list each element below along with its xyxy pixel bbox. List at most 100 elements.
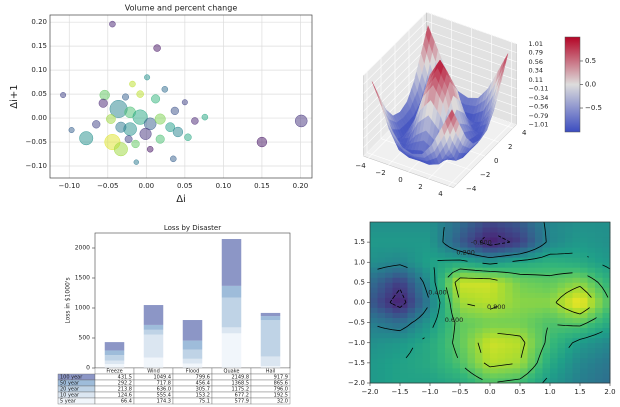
bubble — [144, 74, 151, 81]
contour-fill — [557, 247, 566, 253]
contour-fill — [490, 287, 498, 293]
contour-fill — [542, 312, 551, 318]
bubble — [161, 86, 169, 93]
contour-fill — [512, 277, 521, 283]
contour-fill — [482, 342, 491, 349]
contour-fill — [370, 267, 378, 273]
contour-fill — [460, 232, 468, 238]
contour-fill — [587, 347, 596, 354]
bubble — [181, 99, 188, 106]
contour-fill — [475, 222, 483, 228]
contour-fill — [602, 332, 611, 339]
contour-fill — [377, 347, 386, 354]
contour-fill — [535, 312, 543, 318]
contour-fill — [392, 317, 401, 324]
contour-fill — [587, 292, 596, 298]
contour-fill — [370, 322, 378, 329]
contour-fill — [535, 322, 543, 329]
z-tick-label: 0.79 — [529, 49, 543, 57]
contour-fill — [505, 312, 513, 318]
contour-fill — [407, 277, 416, 283]
contour-fill — [392, 242, 401, 248]
contour-fill — [430, 262, 438, 268]
contour-fill — [535, 247, 543, 253]
contour-fill — [520, 282, 528, 288]
z-tick-label: −0.56 — [529, 103, 549, 111]
contour-fill — [445, 267, 453, 273]
contour-fill — [482, 272, 491, 278]
contour-fill — [407, 372, 416, 379]
contour-fill — [445, 372, 453, 379]
table-column-label: Flood — [186, 369, 200, 375]
y-tick-label: 2000 — [75, 245, 90, 252]
contour-fill — [520, 277, 528, 283]
contour-fill — [422, 352, 431, 359]
contour-fill — [385, 287, 393, 293]
contour-fill — [437, 242, 446, 248]
contour-fill — [370, 232, 378, 238]
y-tick-label: −2.0 — [348, 379, 365, 387]
contour-fill — [602, 357, 611, 364]
contour-fill — [482, 262, 491, 268]
contour-fill — [377, 287, 386, 293]
contour-fill — [385, 347, 393, 354]
contour-fill — [482, 317, 491, 324]
contour-fill — [422, 312, 431, 318]
contour-fill — [467, 327, 476, 334]
contour-fill — [535, 327, 543, 334]
contour-fill — [445, 307, 453, 313]
contour-fill — [482, 302, 491, 308]
bubble — [133, 159, 140, 165]
contour-fill — [595, 262, 603, 268]
contour-fill — [370, 262, 378, 268]
contour-fill — [587, 267, 596, 273]
contour-fill — [415, 247, 423, 253]
contour-fill — [415, 287, 423, 293]
contour-fill — [497, 347, 506, 354]
contour-fill — [527, 297, 536, 303]
x-tick-label: 0.05 — [177, 182, 193, 190]
contour-fill — [467, 332, 476, 339]
bubble — [79, 131, 94, 146]
contour-label: 0.200 — [456, 249, 475, 257]
bubble — [191, 117, 199, 125]
contour-fill — [437, 337, 446, 344]
contour-fill — [595, 377, 603, 384]
contour-line — [445, 268, 609, 383]
table-cell-text: 75.1 — [199, 399, 210, 405]
contour-fill — [602, 312, 611, 318]
contour-fill — [377, 307, 386, 313]
contour-fill — [602, 317, 611, 324]
contour-fill — [565, 282, 573, 288]
contour-fill — [550, 247, 558, 253]
contour-fill — [550, 367, 558, 374]
contour-fill — [602, 347, 611, 354]
contour-fill — [385, 307, 393, 313]
contour-fill — [422, 227, 431, 233]
bar-segment — [182, 349, 203, 359]
contour-fill — [370, 307, 378, 313]
contour-fill — [422, 237, 431, 243]
contour-fill — [565, 277, 573, 283]
contour-fill — [445, 222, 453, 228]
y-tick-label: 0.20 — [31, 18, 47, 26]
y-tick-label: 1.0 — [354, 258, 365, 266]
contour-fill — [512, 237, 521, 243]
contour-fill — [482, 307, 491, 313]
bar-segment — [143, 334, 164, 358]
contour-fill — [535, 232, 543, 238]
contour-fill — [542, 332, 551, 339]
contour-fill — [377, 242, 386, 248]
contour-fill — [475, 252, 483, 258]
bar-segment — [260, 356, 281, 367]
bar-segment — [260, 316, 281, 321]
contour-fill — [377, 352, 386, 359]
contour-fill — [550, 257, 558, 263]
contour-fill — [460, 377, 468, 384]
contour-fill — [437, 352, 446, 359]
contour-fill — [520, 287, 528, 293]
contour-fill — [557, 292, 566, 298]
contour-fill — [437, 357, 446, 364]
contour-fill — [445, 242, 453, 248]
contour-label: 0.400 — [428, 288, 447, 296]
